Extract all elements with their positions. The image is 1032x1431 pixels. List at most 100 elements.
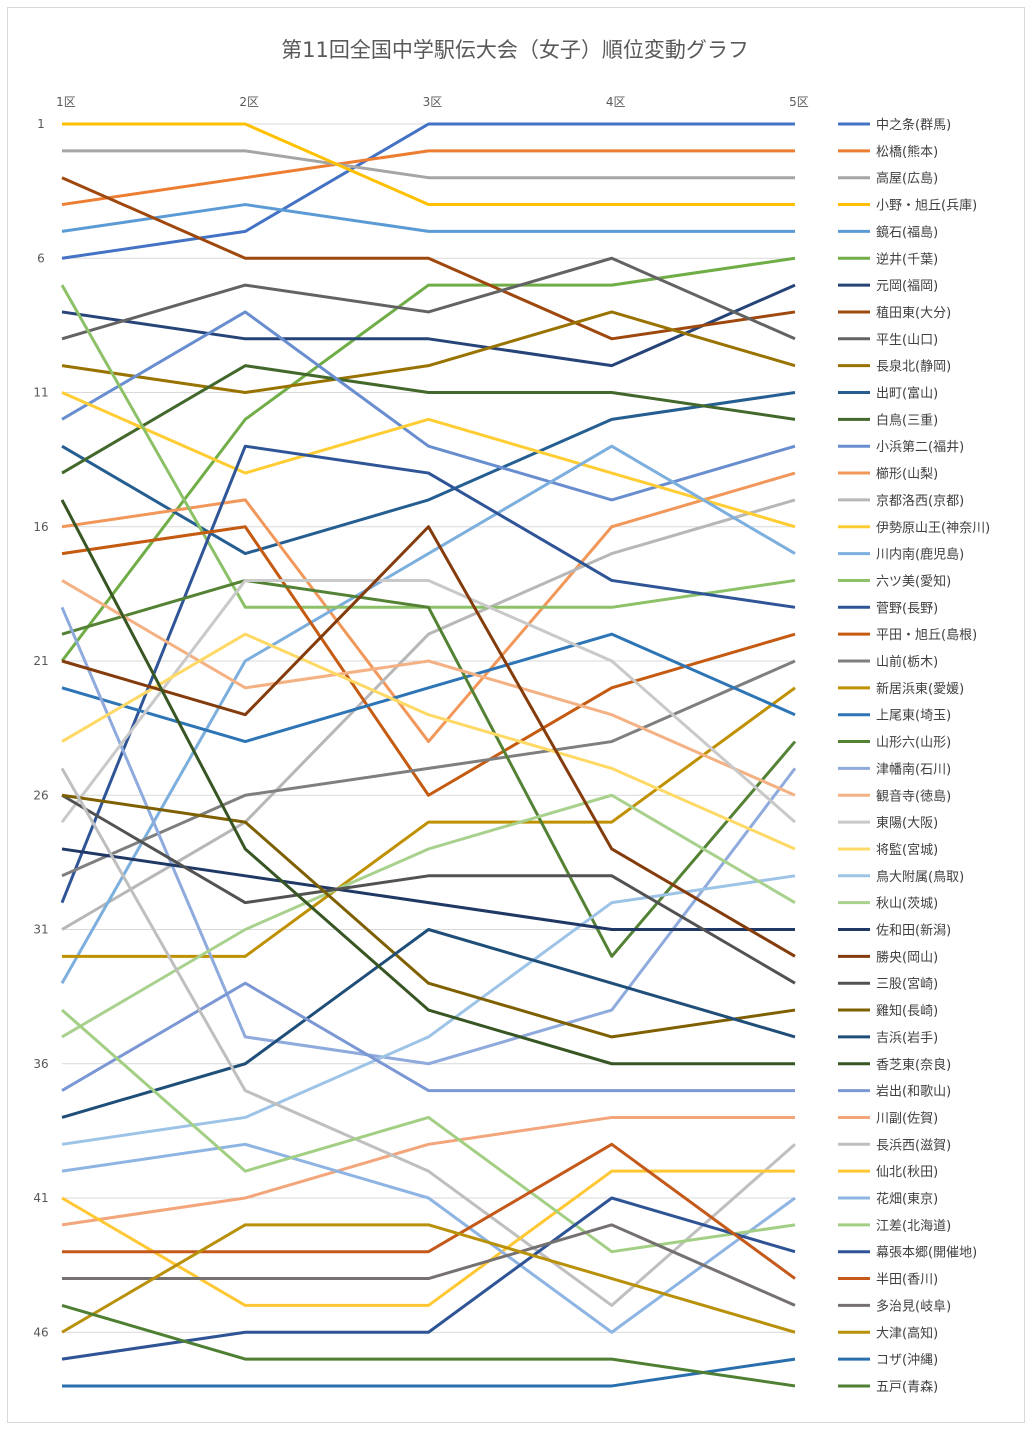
- series-line-37: [61, 981, 795, 1093]
- legend-entry: 菅野(長野): [876, 601, 938, 616]
- legend-entry: 高屋(広島): [876, 171, 938, 187]
- series-line-34: [61, 793, 796, 1039]
- legend-entry: 白鳥(三重): [876, 412, 938, 428]
- series-line-16: [61, 391, 796, 529]
- series-lines: [60, 122, 797, 1388]
- legend-entry: 勝央(岡山): [876, 950, 938, 965]
- series-line-10: [61, 310, 796, 394]
- series-line-1: [61, 122, 795, 260]
- legend-entry: 逆井(千葉): [876, 251, 938, 267]
- legend-entry: 岩出(和歌山): [876, 1085, 951, 1100]
- series-line-5: [61, 203, 795, 233]
- legend-entry: 三股(宮崎): [876, 976, 938, 992]
- series-line-29: [61, 874, 796, 1146]
- y-tick-label: 31: [33, 923, 48, 937]
- series-line-3: [62, 149, 795, 180]
- legend-entry: 香芝東(奈良): [876, 1057, 951, 1073]
- series-line-17: [60, 444, 796, 984]
- legend-entry: 長泉北(静岡): [876, 359, 951, 375]
- series-line-36: [60, 499, 795, 1066]
- legend-entry: 元岡(福岡): [876, 279, 938, 294]
- series-line-12: [61, 364, 796, 475]
- legend-entry: 幕張本郷(開催地): [876, 1246, 977, 1261]
- legend-entry: 上尾東(埼玉): [876, 708, 951, 724]
- x-axis-ticks: 1区 2区 3区 4区 5区: [56, 95, 809, 109]
- y-tick-label: 11: [33, 386, 48, 400]
- y-tick-label: 26: [33, 788, 48, 802]
- y-tick-label: 36: [33, 1057, 48, 1071]
- legend-entry: 平田・旭丘(島根): [876, 628, 977, 643]
- y-tick-label: 6: [37, 251, 45, 265]
- legend-entry: 稙田東(大分): [876, 305, 951, 321]
- series-line-22: [62, 686, 796, 958]
- series-line-11: [61, 391, 796, 556]
- series-line-4: [62, 122, 795, 207]
- series-line-26: [61, 579, 796, 797]
- y-tick-label: 41: [33, 1191, 48, 1205]
- y-tick-label: 1: [37, 117, 45, 131]
- legend-entry: 津幡南(石川): [876, 761, 951, 777]
- legend-entry: 吉浜(岩手): [876, 1031, 938, 1046]
- y-tick-label: 46: [33, 1325, 48, 1339]
- series-line-30: [61, 793, 796, 1039]
- y-tick-label: 21: [33, 654, 48, 668]
- series-line-20: [61, 525, 796, 797]
- series-line-27: [60, 578, 796, 824]
- x-tick-label: 2区: [239, 95, 259, 109]
- legend-entry: 江差(北海道): [876, 1219, 951, 1234]
- series-line-28: [61, 632, 796, 851]
- legend-entry: 川内南(鹿児島): [876, 547, 964, 563]
- legend-entry: コザ(沖縄): [876, 1353, 938, 1368]
- legend-entry: 観音寺(徳島): [876, 788, 951, 804]
- series-line-7: [61, 283, 796, 368]
- x-tick-label: 1区: [56, 95, 76, 109]
- legend-entry: 伊勢原山王(神奈川): [876, 521, 990, 536]
- legend-entry: 秋山(茨城): [876, 897, 938, 912]
- series-line-23: [61, 632, 796, 744]
- legend-entry: 佐和田(新潟): [876, 923, 951, 939]
- legend-entry: 山前(栃木): [876, 654, 938, 670]
- series-line-47: [62, 1357, 796, 1388]
- y-tick-label: 16: [33, 520, 48, 534]
- legend-entry: 川副(佐賀): [876, 1111, 938, 1126]
- series-line-48: [61, 1303, 796, 1388]
- legend-entry: 東陽(大阪): [876, 815, 938, 831]
- legend-entry: 仙北(秋田): [876, 1165, 938, 1180]
- series-line-33: [61, 793, 796, 985]
- series-line-14: [61, 471, 796, 744]
- legend-entry: 六ツ美(愛知): [876, 573, 951, 589]
- series-line-44: [62, 1142, 796, 1280]
- legend-entry: 鏡石(福島): [876, 225, 938, 240]
- series-line-46: [61, 1223, 796, 1334]
- legend-entry: 花畑(東京): [876, 1191, 938, 1207]
- legend-entry: 多治見(岐阜): [876, 1298, 951, 1314]
- legend-entry: 出町(富山): [876, 386, 938, 402]
- series-line-35: [61, 928, 796, 1119]
- legend-entry: 半田(香川): [876, 1273, 938, 1288]
- legend-entry: 雞知(長崎): [876, 1003, 938, 1019]
- series-line-15: [61, 498, 796, 931]
- legend-entry: 五戸(青森): [876, 1380, 938, 1395]
- legend-entry: 新居浜東(愛媛): [876, 681, 964, 697]
- series-line-2: [61, 149, 795, 207]
- legend-entry: 小野・旭丘(兵庫): [876, 199, 977, 214]
- chart-title: 第11回全国中学駅伝大会（女子）順位変動グラフ: [281, 38, 749, 62]
- series-line-41: [61, 1142, 796, 1334]
- series-line-32: [61, 525, 796, 958]
- chart-frame: [7, 7, 1025, 1423]
- legend-entry: 櫛形(山梨): [876, 467, 938, 482]
- series-line-9: [61, 256, 796, 341]
- legend-entry: 平生(山口): [876, 333, 938, 348]
- legend-entry: 中之条(群馬): [876, 117, 951, 133]
- series-line-42: [61, 1008, 796, 1254]
- legend-entry: 将監(宮城): [876, 842, 938, 858]
- legend-entry: 大津(高知): [876, 1325, 938, 1341]
- x-tick-label: 4区: [606, 95, 626, 109]
- legend-entry: 小浜第二(福井): [876, 440, 964, 455]
- series-line-38: [61, 1115, 795, 1227]
- x-tick-label: 5区: [789, 95, 809, 109]
- legend-entry: 京都洛西(京都): [876, 494, 964, 509]
- legend-entry: 長浜西(滋賀): [876, 1138, 951, 1153]
